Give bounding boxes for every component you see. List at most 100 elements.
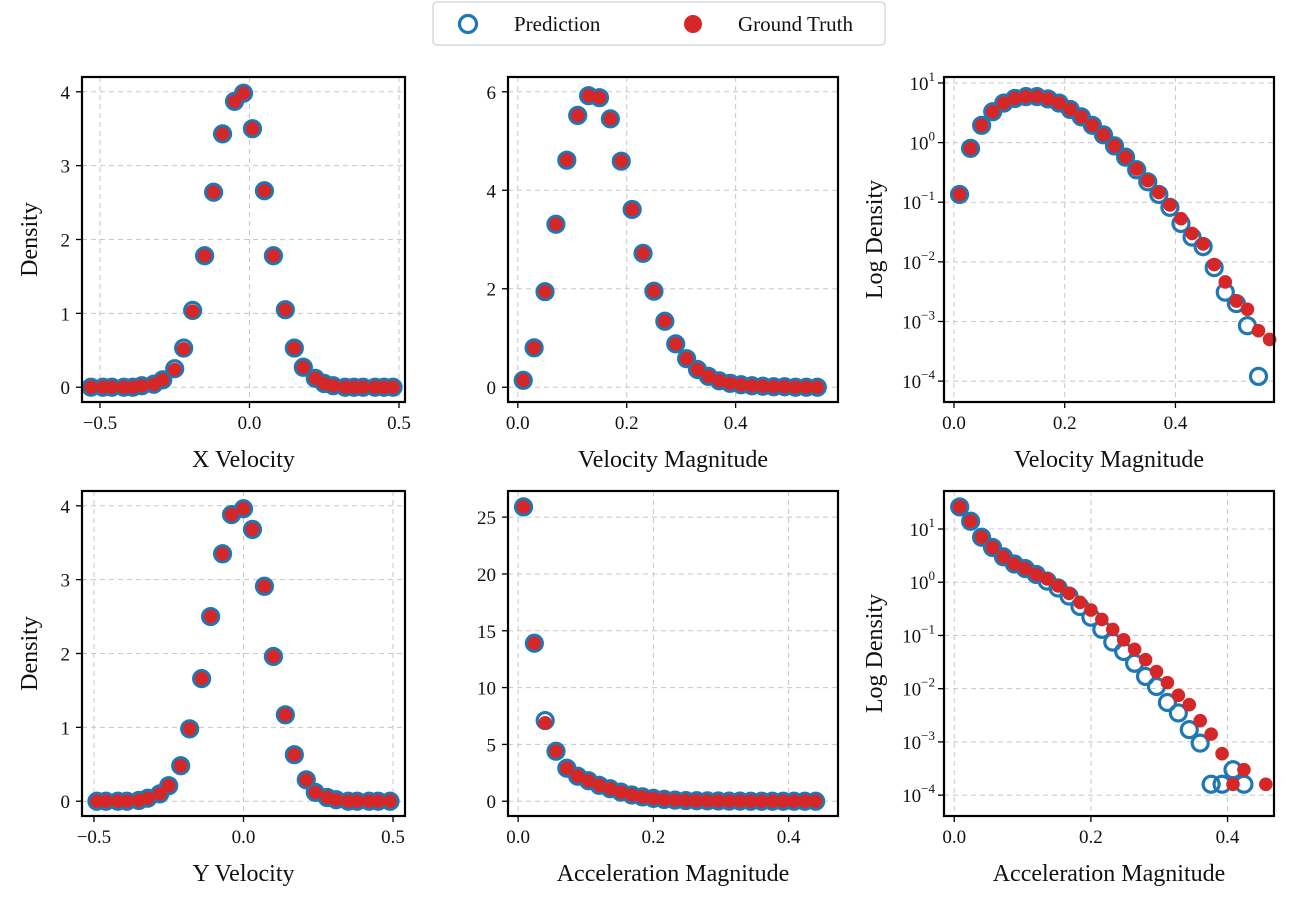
prediction-point <box>1138 172 1158 192</box>
grid <box>82 491 405 816</box>
ground-truth-point <box>1152 185 1166 200</box>
ground-truth-point <box>1171 688 1186 703</box>
ground-truth-point <box>679 793 693 808</box>
y-tick-label: 25 <box>477 508 496 529</box>
ground-truth-point <box>1107 139 1122 153</box>
ground-truth-point <box>603 112 618 126</box>
ground-truth-point <box>765 794 780 809</box>
y-tick-label: 2 <box>487 280 497 301</box>
ground-truth-point <box>135 378 149 393</box>
ground-truth-point <box>257 183 272 198</box>
ground-truth-point <box>624 788 639 802</box>
ground-truth-point <box>1127 642 1142 657</box>
panel-velocity-magnitude-log: 0.0 0.2 0.4 10−4 10−3 10−2 10−1 100 101 Velocity … <box>862 69 1277 473</box>
prediction-point <box>263 646 284 667</box>
ground-truth-point <box>570 108 585 123</box>
y-tick-label: 4 <box>487 181 497 202</box>
ground-truth-point <box>1030 89 1044 104</box>
ground-truth-point <box>1193 713 1208 728</box>
y-tick-label: 3 <box>61 571 71 592</box>
ground-truth-point <box>963 141 978 156</box>
ground-truth-point <box>614 154 629 169</box>
prediction-point <box>296 770 316 790</box>
ground-truth-point <box>1138 652 1153 667</box>
y-tick-label: 100 <box>910 568 936 594</box>
x-tick-label: 0.5 <box>381 827 405 848</box>
ground-truth-point <box>722 794 736 808</box>
y-tick-label: 10−2 <box>902 248 935 274</box>
ground-truth-point <box>1084 603 1098 617</box>
x-tick-label: 0.0 <box>238 413 262 434</box>
legend-ground-truth-marker <box>684 15 702 33</box>
y-tick-label: 6 <box>487 83 497 104</box>
prediction-point <box>546 741 566 761</box>
data-points <box>81 83 403 397</box>
ground-truth-point <box>711 794 726 808</box>
x-tick-label: 0.0 <box>232 827 256 848</box>
x-tick-label: 0.0 <box>942 413 966 434</box>
ground-truth-point <box>985 540 1000 555</box>
y-tick-label: 4 <box>61 497 71 518</box>
ground-truth-point <box>1129 162 1144 176</box>
y-tick-label: 0 <box>61 792 71 813</box>
ground-truth-point <box>1149 664 1164 679</box>
ground-truth-point <box>236 501 251 516</box>
prediction-point <box>1104 136 1125 156</box>
ground-truth-point <box>996 550 1011 564</box>
y-tick-label: 10−2 <box>902 675 935 701</box>
ground-truth-point <box>1237 762 1251 777</box>
ground-truth-point <box>646 791 661 806</box>
y-tick-label: 101 <box>910 515 936 541</box>
prediction-point <box>600 109 620 129</box>
prediction-point <box>513 370 533 390</box>
ground-truth-point <box>224 507 239 522</box>
ground-truth-point <box>538 716 552 730</box>
ground-truth-point <box>326 378 341 393</box>
ground-truth-point <box>1096 128 1111 142</box>
x-axis-label: Acceleration Magnitude <box>557 861 790 887</box>
prediction-point <box>961 511 981 531</box>
ground-truth-point <box>350 794 364 809</box>
prediction-point <box>1248 366 1269 387</box>
x-axis-label: Y Velocity <box>193 861 295 887</box>
ground-truth-point <box>516 500 531 514</box>
prediction-point <box>293 357 313 377</box>
ground-truth-point <box>1051 579 1065 593</box>
x-tick-label: 0.4 <box>1164 413 1188 434</box>
y-axis-label: Log Density <box>862 594 888 713</box>
prediction-point <box>195 246 215 266</box>
ground-truth-point <box>266 248 281 263</box>
data-points <box>950 497 1273 794</box>
ground-truth-point <box>974 530 989 545</box>
y-tick-label: 10−4 <box>902 781 935 807</box>
ground-truth-point <box>549 744 563 759</box>
ground-truth-point <box>1251 323 1266 338</box>
ground-truth-point <box>952 187 967 202</box>
ground-truth-point <box>1007 557 1022 571</box>
prediction-point <box>254 576 275 596</box>
ground-truth-point <box>723 376 737 391</box>
prediction-point <box>212 544 233 564</box>
ground-truth-point <box>182 722 197 736</box>
ground-truth-point <box>810 380 825 395</box>
prediction-point <box>242 119 263 139</box>
ground-truth-point <box>173 758 188 773</box>
prediction-point <box>960 138 981 158</box>
ground-truth-point <box>560 153 574 168</box>
x-tick-label: 0.2 <box>615 413 639 434</box>
prediction-point <box>1201 774 1221 794</box>
panel-y-velocity: −0.5 0.0 0.5 0 1 2 3 4 Y Velocity Density <box>17 489 407 887</box>
ground-truth-point <box>386 380 400 395</box>
y-tick-label: 100 <box>910 129 936 155</box>
x-tick-label: 0.0 <box>506 827 530 848</box>
prediction-point <box>275 705 295 725</box>
prediction-point <box>233 83 254 103</box>
ground-truth-point <box>236 86 251 101</box>
prediction-point <box>212 124 233 144</box>
ground-truth-point <box>689 793 704 808</box>
prediction-point <box>524 338 544 358</box>
axes-frame <box>506 489 840 818</box>
ground-truth-point <box>1085 118 1100 133</box>
ground-truth-point <box>105 380 119 395</box>
ground-truth-point <box>371 794 385 809</box>
